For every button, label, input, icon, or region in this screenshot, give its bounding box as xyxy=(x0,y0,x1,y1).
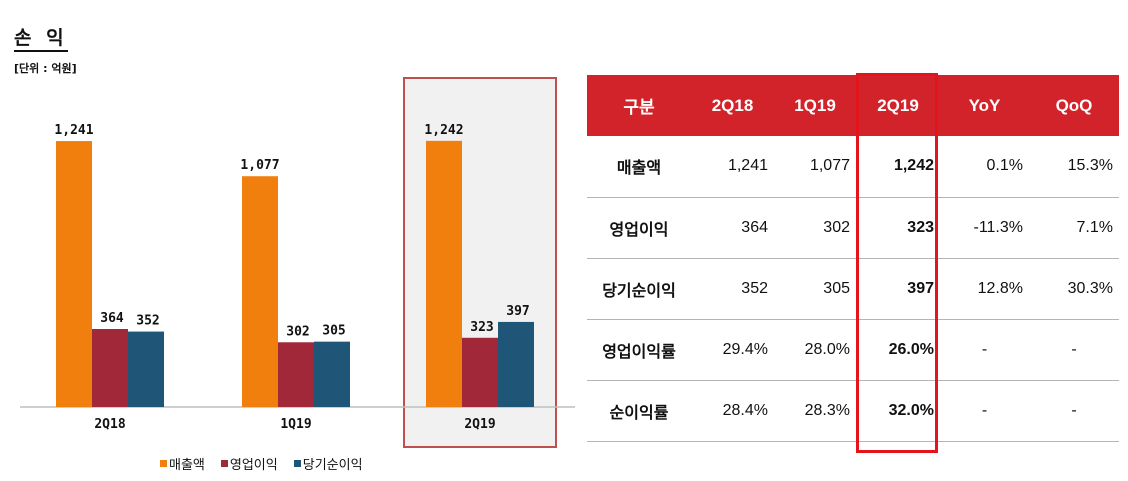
table-cell: 397 xyxy=(856,258,940,320)
legend-label: 당기순이익 xyxy=(302,458,363,473)
table-cell: 0.1% xyxy=(940,136,1029,198)
table-header-row: 구분 2Q18 1Q19 2Q19 YoY QoQ xyxy=(587,75,1119,136)
legend-item-sales: 매출액 xyxy=(160,454,205,473)
table-cell: 1,241 xyxy=(691,136,774,198)
data-label: 1,242 xyxy=(424,123,463,138)
bar-chart: 1,241 364 352 2Q18 1,077 302 305 1Q19 1,242 323 39… xyxy=(20,77,575,448)
table-cell: 28.0% xyxy=(774,319,856,381)
bar xyxy=(462,337,498,407)
bar xyxy=(426,140,462,407)
data-label: 1,077 xyxy=(240,158,279,173)
row-label: 당기순이익 xyxy=(587,258,691,320)
header-2q18: 2Q18 xyxy=(691,75,774,136)
table-cell: 12.8% xyxy=(940,258,1029,320)
table-cell: 1,242 xyxy=(856,136,940,198)
table-cell: - xyxy=(940,319,1029,381)
row-label: 순이익률 xyxy=(587,380,691,442)
legend-item-operating-profit: 영업이익 xyxy=(220,454,278,473)
table-cell: - xyxy=(1029,319,1119,381)
bar xyxy=(128,331,164,407)
legend-swatch xyxy=(220,460,228,467)
table-row: 매출액 1,241 1,077 1,242 0.1% 15.3% xyxy=(587,136,1119,198)
bar xyxy=(242,176,278,407)
financial-table-wrapper: 구분 2Q18 1Q19 2Q19 YoY QoQ 매출액 1,241 1,07… xyxy=(587,75,1119,442)
table-cell: 1,077 xyxy=(774,136,856,198)
table-row: 순이익률 28.4% 28.3% 32.0% - - xyxy=(587,380,1119,442)
table-cell: 305 xyxy=(774,258,856,320)
bar xyxy=(278,342,314,407)
table-cell: - xyxy=(1029,380,1119,442)
table-cell: 28.3% xyxy=(774,380,856,442)
x-tick-label: 1Q19 xyxy=(280,417,311,432)
table-cell: 15.3% xyxy=(1029,136,1119,198)
unit-label: [단위 : 억원] xyxy=(14,62,77,75)
table-cell: - xyxy=(940,380,1029,442)
table-cell: -11.3% xyxy=(940,197,1029,259)
table-cell: 364 xyxy=(691,197,774,259)
header-qoq: QoQ xyxy=(1029,75,1119,136)
financial-table: 구분 2Q18 1Q19 2Q19 YoY QoQ 매출액 1,241 1,07… xyxy=(587,75,1119,442)
table-cell: 29.4% xyxy=(691,319,774,381)
table-row: 영업이익률 29.4% 28.0% 26.0% - - xyxy=(587,319,1119,381)
row-label: 영업이익률 xyxy=(587,319,691,381)
bar xyxy=(56,141,92,408)
data-label: 323 xyxy=(470,320,493,335)
data-label: 1,241 xyxy=(54,123,93,138)
x-tick-label: 2Q18 xyxy=(94,417,125,432)
legend-label: 영업이익 xyxy=(229,458,278,473)
bar xyxy=(92,329,128,407)
table-cell: 26.0% xyxy=(856,319,940,381)
table-cell: 30.3% xyxy=(1029,258,1119,320)
legend-swatch xyxy=(293,460,301,467)
table-cell: 352 xyxy=(691,258,774,320)
table-cell: 28.4% xyxy=(691,380,774,442)
row-label: 영업이익 xyxy=(587,197,691,259)
header-2q19: 2Q19 xyxy=(856,75,940,136)
bar xyxy=(314,341,350,407)
header-yoy: YoY xyxy=(940,75,1029,136)
header-category: 구분 xyxy=(587,75,691,136)
data-label: 352 xyxy=(136,314,159,329)
legend-item-net-income: 당기순이익 xyxy=(293,454,363,473)
data-label: 397 xyxy=(506,304,529,319)
legend-swatch xyxy=(160,460,167,467)
data-label: 302 xyxy=(286,324,309,339)
row-label: 매출액 xyxy=(587,136,691,198)
header-1q19: 1Q19 xyxy=(774,75,856,136)
data-label: 364 xyxy=(100,311,124,326)
table-cell: 323 xyxy=(856,197,940,259)
page-title: 손 익 xyxy=(14,27,68,52)
chart-legend: 매출액 영업이익 당기순이익 xyxy=(160,454,363,473)
x-tick-label: 2Q19 xyxy=(464,417,495,432)
bar xyxy=(498,321,534,407)
table-row: 영업이익 364 302 323 -11.3% 7.1% xyxy=(587,197,1119,259)
table-row: 당기순이익 352 305 397 12.8% 30.3% xyxy=(587,258,1119,320)
data-label: 305 xyxy=(322,324,345,339)
legend-label: 매출액 xyxy=(169,458,205,473)
table-cell: 7.1% xyxy=(1029,197,1119,259)
table-cell: 32.0% xyxy=(856,380,940,442)
table-cell: 302 xyxy=(774,197,856,259)
